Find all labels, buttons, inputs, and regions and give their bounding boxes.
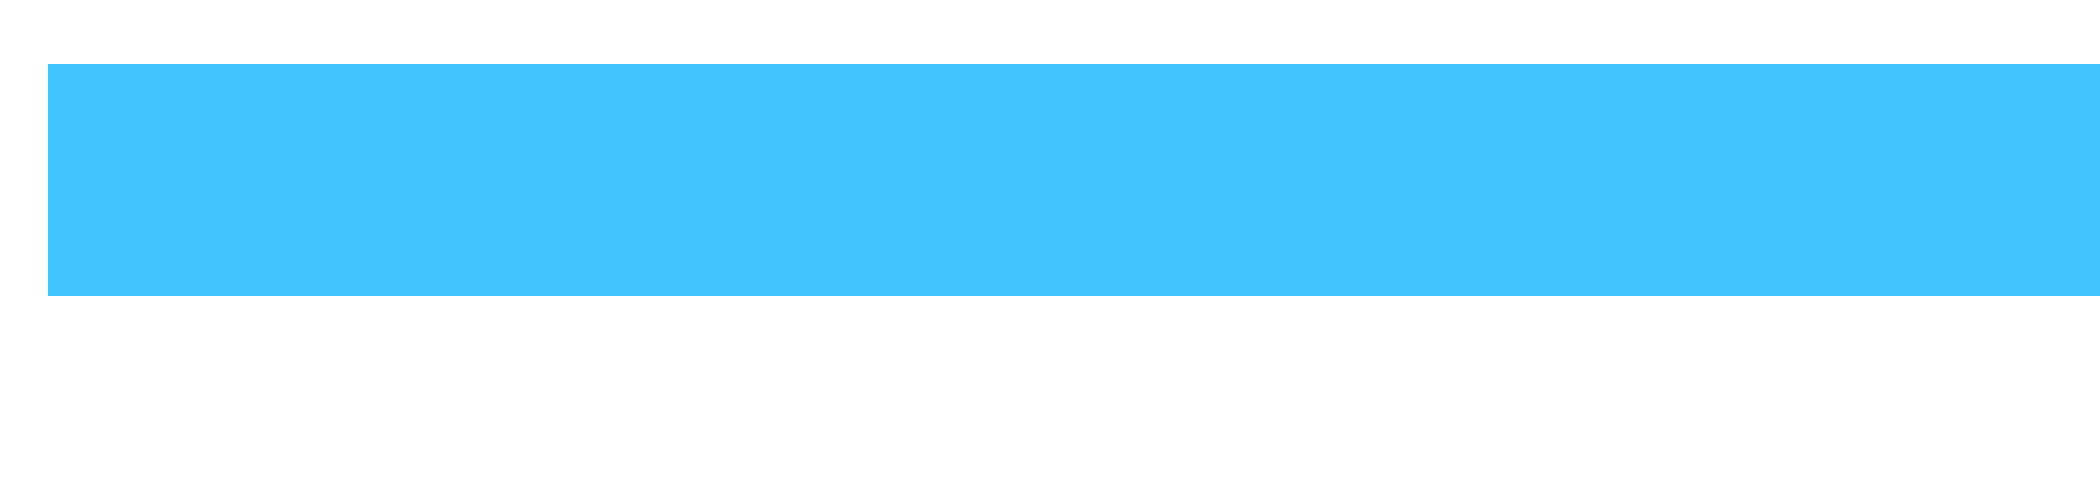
blue-banner-block[interactable] bbox=[48, 64, 2100, 296]
